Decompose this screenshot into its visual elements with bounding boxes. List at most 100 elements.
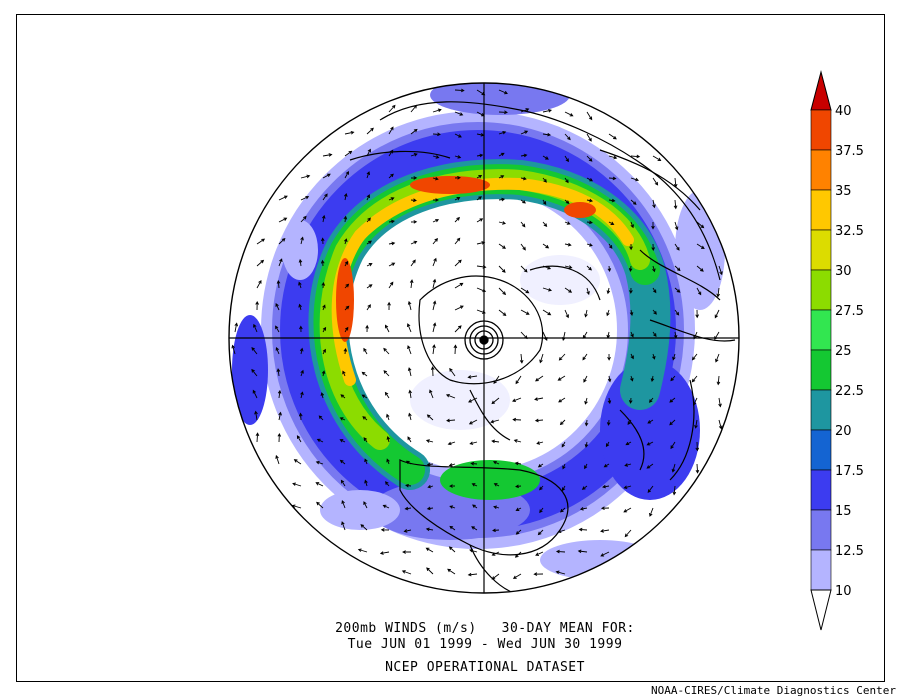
wind-arrow xyxy=(344,305,350,311)
colorbar-label: 35 xyxy=(835,184,852,199)
wind-arrow xyxy=(410,198,417,203)
wind-arrow xyxy=(426,506,434,511)
wind-arrow xyxy=(581,485,588,490)
colorbar-label: 20 xyxy=(835,424,852,439)
wind-arrow xyxy=(542,132,552,137)
colorbar-swatch xyxy=(810,309,832,351)
wind-arrow xyxy=(322,304,326,311)
wind-arrow xyxy=(322,348,326,355)
wind-arrow xyxy=(515,507,522,511)
wind-arrow xyxy=(564,111,574,117)
colorbar-min-triangle xyxy=(810,589,832,631)
wind-arrow xyxy=(256,238,266,245)
wind-arrow xyxy=(520,176,527,181)
wind-arrow xyxy=(432,108,442,113)
wind-arrow xyxy=(467,572,478,577)
wind-arrow xyxy=(498,221,507,225)
wind-arrow xyxy=(558,397,566,403)
wind-arrow xyxy=(602,484,610,489)
wind-arrow xyxy=(278,411,282,421)
wind-arrow xyxy=(315,460,324,465)
colorbar-label: 25 xyxy=(835,344,852,359)
wind-arrow xyxy=(515,375,522,385)
wind-arrow xyxy=(410,240,418,245)
colorbar-label: 32.5 xyxy=(835,224,864,239)
wind-arrow xyxy=(388,219,395,224)
wind-arrow xyxy=(670,375,676,382)
wind-arrow xyxy=(388,104,396,113)
wind-arrow xyxy=(652,177,659,186)
wind-arrow xyxy=(559,419,566,426)
wind-arrow xyxy=(651,222,655,230)
wind-arrow xyxy=(362,416,368,421)
wind-arrow xyxy=(454,88,465,93)
wind-arrow xyxy=(278,237,286,245)
wind-arrow xyxy=(433,198,440,202)
wind-arrow xyxy=(476,196,482,201)
wind-arrow xyxy=(468,397,478,403)
wind-arrow xyxy=(321,281,326,289)
wind-arrow xyxy=(584,463,588,470)
wind-arrow xyxy=(254,410,258,421)
map-boundary xyxy=(228,82,740,594)
wind-arrow xyxy=(582,353,588,361)
wind-arrow xyxy=(491,551,500,556)
wind-arrow xyxy=(344,170,349,179)
wind-arrow xyxy=(432,278,437,289)
wind-arrow xyxy=(387,301,391,311)
wind-arrow xyxy=(577,549,588,554)
wind-arrow xyxy=(492,528,500,533)
wind-arrow xyxy=(251,368,258,377)
wind-arrow xyxy=(340,479,346,487)
colorbar-swatch xyxy=(810,469,832,511)
wind-arrow xyxy=(578,527,588,532)
wind-arrow xyxy=(536,441,544,445)
wind-arrow xyxy=(446,418,456,423)
wind-arrow xyxy=(366,127,374,135)
wind-vectors xyxy=(231,88,723,580)
wind-arrow xyxy=(647,419,654,424)
wind-arrow xyxy=(514,461,522,466)
wind-arrow xyxy=(512,417,522,422)
wind-arrow xyxy=(445,393,456,399)
wind-arrow xyxy=(471,483,478,487)
wind-arrow xyxy=(344,150,353,157)
wind-arrow xyxy=(429,389,434,399)
wind-arrow xyxy=(366,263,373,267)
wind-arrow xyxy=(491,439,500,444)
wind-arrow xyxy=(628,265,633,272)
wind-arrow xyxy=(584,309,588,318)
wind-arrow xyxy=(674,287,681,293)
wind-arrow xyxy=(646,441,654,446)
wind-arrow xyxy=(300,215,307,223)
wind-arrow xyxy=(300,174,311,179)
wind-arrow xyxy=(454,216,460,223)
colorbar-swatch xyxy=(810,189,832,231)
wind-arrow xyxy=(382,504,390,509)
wind-arrow xyxy=(256,259,265,267)
wind-arrow xyxy=(515,529,522,535)
wind-arrow xyxy=(315,482,324,487)
wind-arrow xyxy=(293,459,302,465)
wind-arrow xyxy=(366,171,371,179)
wind-arrow xyxy=(360,524,368,531)
wind-arrow xyxy=(670,441,676,450)
wind-arrow xyxy=(454,282,464,289)
wind-arrow xyxy=(470,461,478,466)
wind-arrow xyxy=(344,260,349,267)
wind-arrow xyxy=(296,435,302,443)
wind-arrow xyxy=(401,570,412,575)
wind-arrow xyxy=(715,353,720,363)
wind-arrow xyxy=(629,375,634,382)
wind-arrow xyxy=(275,454,280,465)
wind-arrow xyxy=(386,413,390,421)
wind-arrow xyxy=(520,243,526,251)
wind-arrow xyxy=(454,155,462,159)
wind-arrow xyxy=(539,353,544,364)
wind-arrow xyxy=(714,309,720,319)
wind-arrow xyxy=(388,173,394,179)
wind-arrow xyxy=(586,198,594,203)
wind-arrow xyxy=(718,397,722,408)
wind-arrow xyxy=(366,284,373,289)
wind-arrow xyxy=(339,459,346,465)
